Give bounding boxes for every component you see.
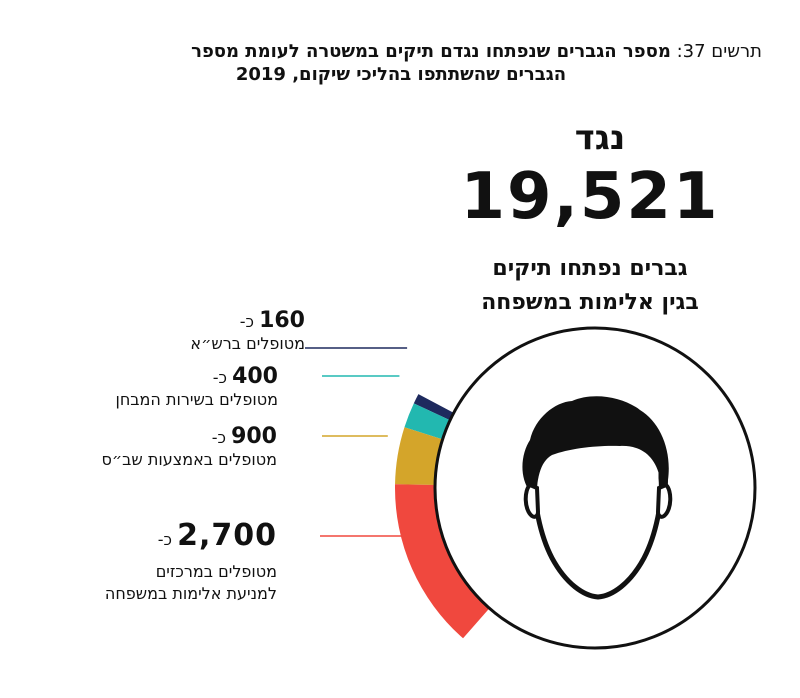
segment-description: מטופלים ברש״א (190, 334, 305, 353)
arc-segment-900 (395, 427, 443, 485)
total-value: 19,521 (460, 160, 720, 234)
title-line-2: הגברים שהשתתפו בהליכי שיקום, 2019 (235, 64, 567, 85)
total-description: גברים נפתחו תיקים בגין אלימות במשפחה (470, 252, 710, 320)
segment-description-line-2: למניעת אלימות במשפחה (104, 584, 277, 603)
segment-description: מטופלים בשירות המבחן (115, 390, 278, 409)
segment-label-400: 400 כ- מטופלים בשירות המבחן (115, 364, 278, 411)
segment-label-900: 900 כ- מטופלים באמצעות שב״ס (101, 424, 277, 471)
arc-segment-160 (413, 394, 454, 421)
approx-prefix: כ- (239, 312, 254, 331)
segment-value: 2,700 (177, 518, 277, 553)
against-label: נגד (574, 118, 626, 158)
title-line-1: מספר הגברים שנפתחו נגדם תיקים במשטרה לעו… (191, 41, 671, 62)
person-head-icon (522, 396, 673, 600)
total-description-line-1: גברים נפתחו תיקים (492, 256, 688, 281)
segment-label-160: 160 כ- מטופלים ברש״א (190, 308, 305, 355)
approx-prefix: כ- (211, 428, 226, 447)
segment-label-2700: 2,700 כ- מטופלים במרכזים למניעת אלימות ב… (105, 518, 277, 605)
arc-segment-400 (404, 403, 451, 440)
arc-segments (395, 394, 490, 639)
chart-number: תרשים 37: (676, 41, 762, 62)
total-description-line-2: בגין אלימות במשפחה (481, 290, 699, 315)
segment-description: מטופלים באמצעות שב״ס (101, 450, 277, 469)
segment-value: 900 (231, 424, 277, 449)
chart-title: תרשים 37: מספר הגברים שנפתחו נגדם תיקים … (40, 40, 762, 86)
approx-prefix: כ- (157, 530, 172, 549)
approx-prefix: כ- (212, 368, 227, 387)
arc-segment-2,700 (395, 484, 490, 639)
segment-value: 160 (259, 308, 305, 333)
segment-description: מטופלים במרכזים (155, 562, 277, 581)
segment-value: 400 (232, 364, 278, 389)
leader-lines (305, 347, 408, 537)
